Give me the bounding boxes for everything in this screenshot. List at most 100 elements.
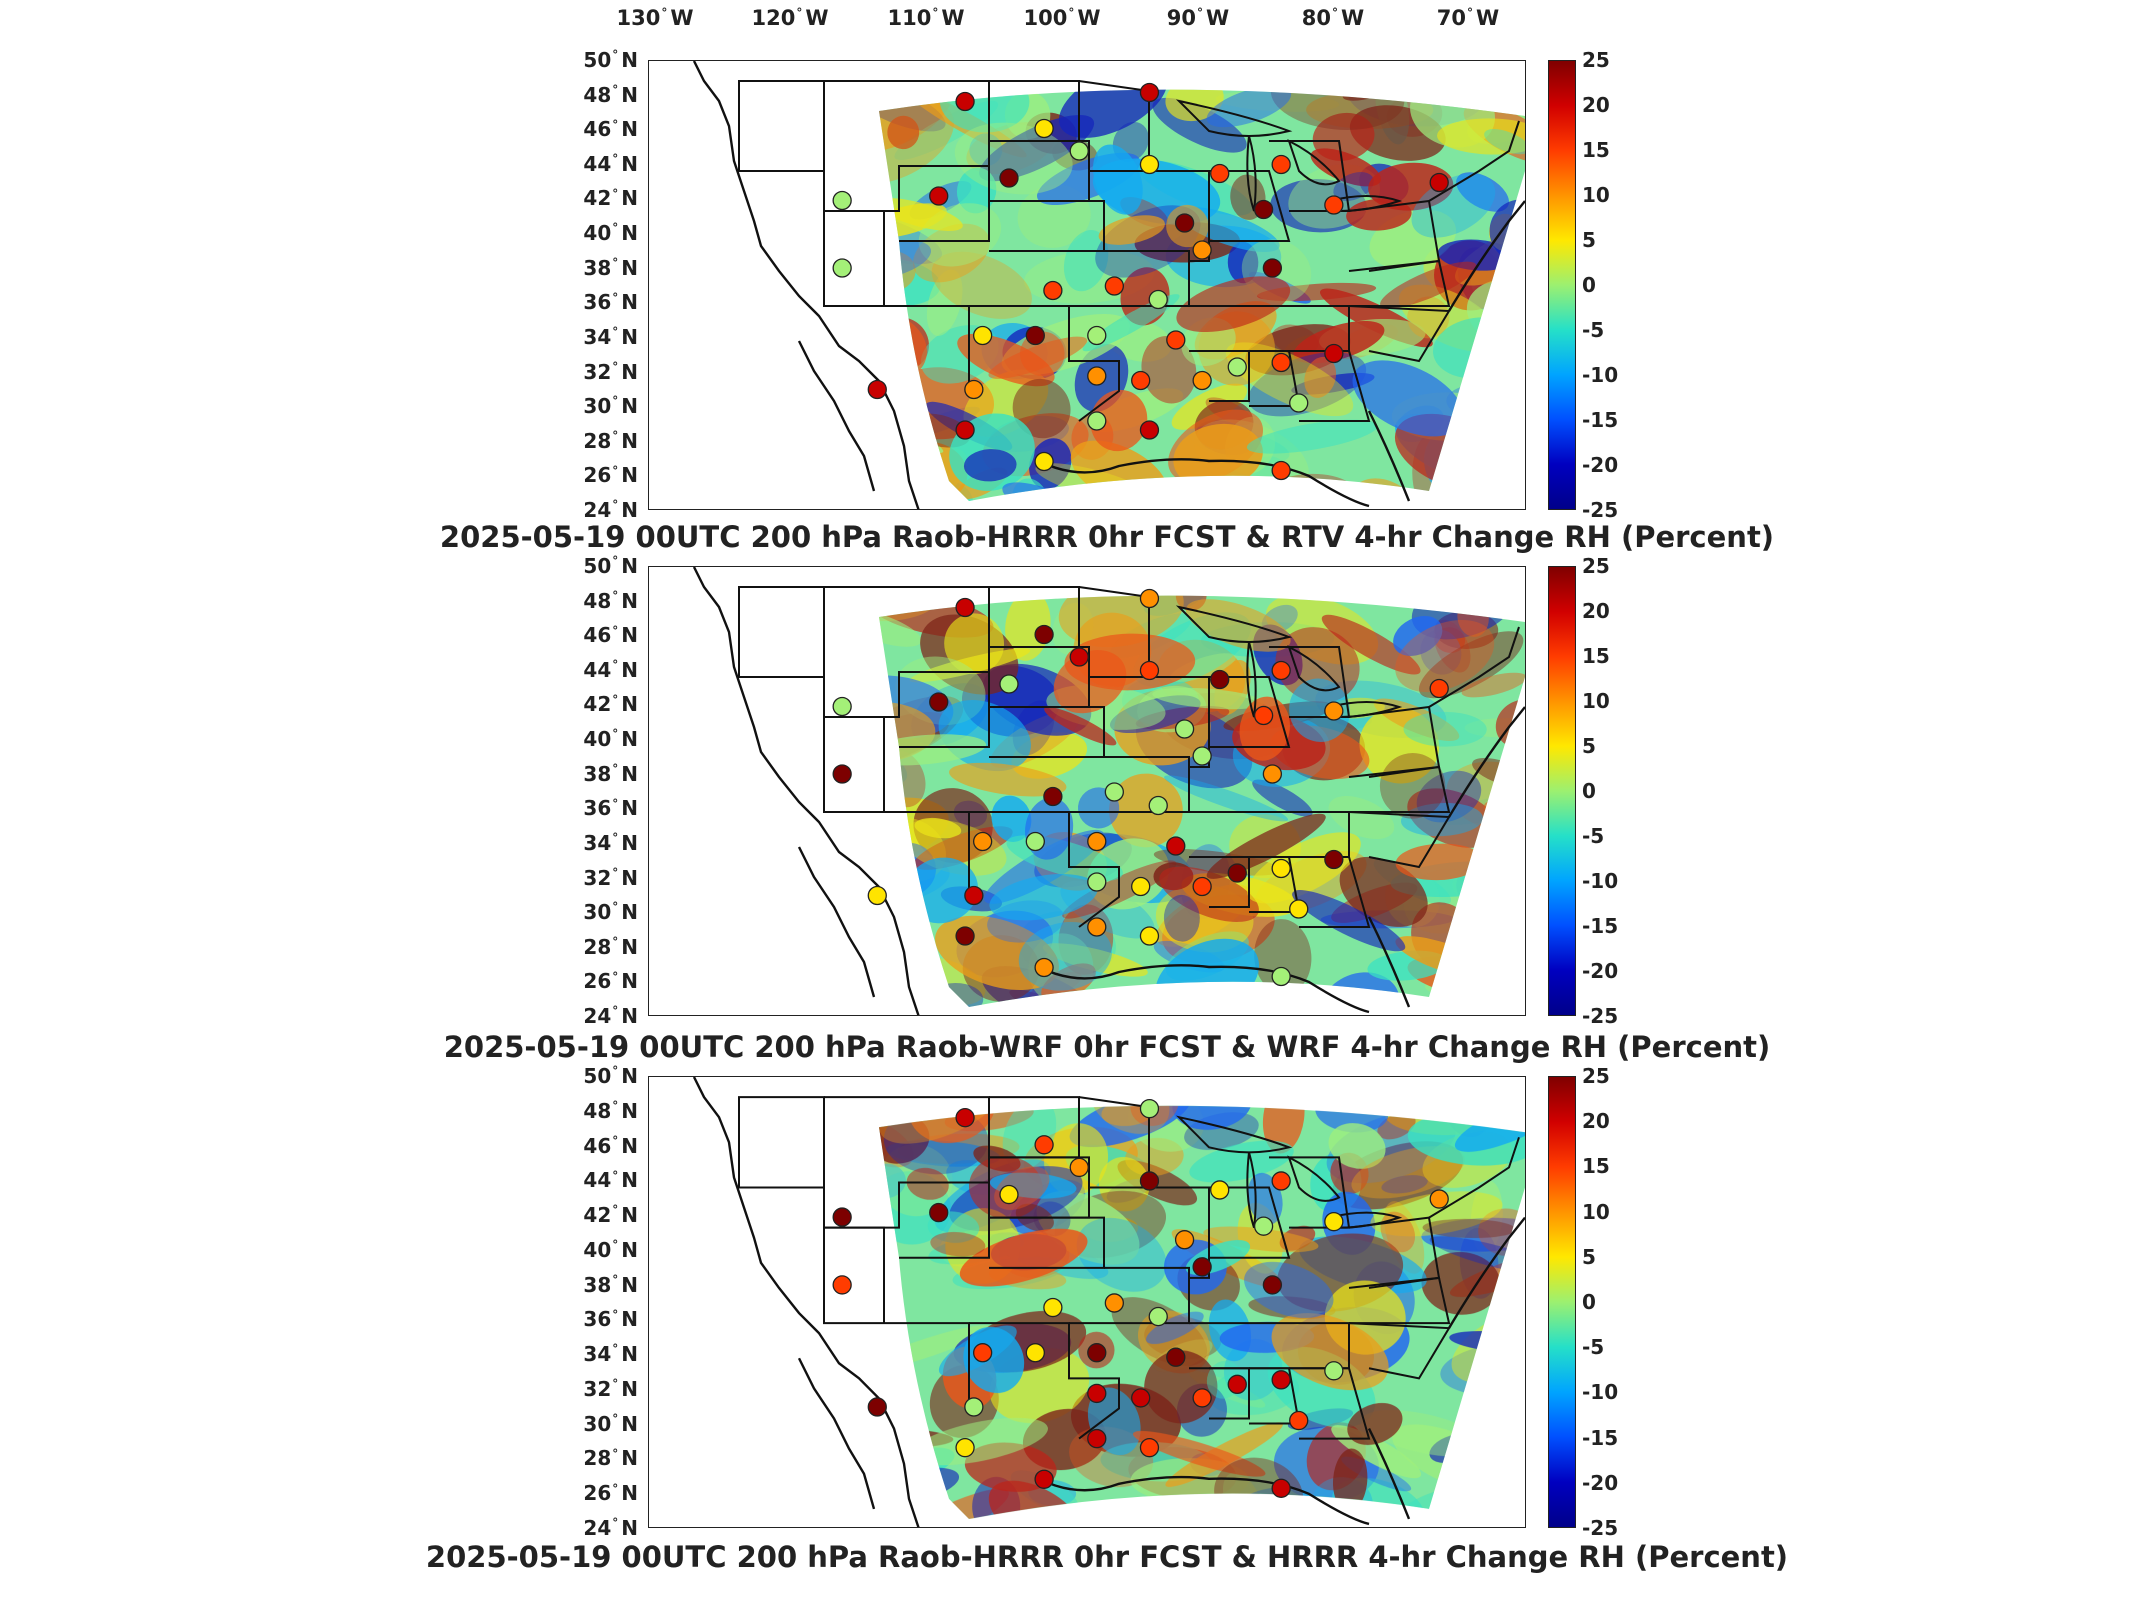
rh-field-patch [1206, 813, 1326, 879]
rh-field-patch [1042, 943, 1148, 977]
raob-station-marker [867, 379, 887, 400]
rh-field-patch [1275, 994, 1360, 1008]
raob-station-marker [1087, 1383, 1107, 1404]
rh-field-patch [1487, 1466, 1525, 1519]
latitude-label: 48° N [583, 1098, 638, 1123]
rh-field-patch [1172, 1105, 1252, 1130]
rh-field-patch [879, 1476, 947, 1519]
raob-station-marker [832, 696, 852, 717]
raob-station-marker [1253, 199, 1274, 220]
raob-station-marker [1087, 366, 1107, 386]
raob-station-marker [832, 764, 852, 784]
latitude-label: 42° N [583, 1203, 638, 1228]
rh-field-patch [1403, 711, 1487, 747]
rh-field-patch [1098, 215, 1165, 245]
rh-field-patch [1463, 466, 1525, 502]
rh-field-patch [1063, 230, 1109, 292]
latitude-label: 46° N [583, 117, 638, 142]
colorbar-tick-label: -25 [1582, 1516, 1619, 1540]
rh-field-patch [1225, 342, 1354, 417]
raob-station-marker [1271, 858, 1291, 879]
rh-field-patch [1328, 1123, 1386, 1169]
raob-station-marker [1289, 899, 1309, 919]
latitude-label: 40° N [583, 727, 638, 752]
latitude-label: 40° N [583, 1237, 638, 1262]
raob-station-marker [929, 1202, 949, 1223]
latitude-label: 36° N [583, 796, 638, 821]
raob-station-marker [1034, 451, 1054, 472]
latitude-label: 30° N [583, 900, 638, 925]
raob-station-marker [1025, 325, 1045, 346]
raob-station-marker [1139, 1171, 1160, 1191]
raob-station-marker [1192, 1257, 1212, 1277]
colorbar-tick-label: -25 [1582, 498, 1619, 522]
latitude-label: 34° N [583, 830, 638, 855]
raob-station-marker [1034, 1469, 1054, 1489]
rh-field-patch [1393, 616, 1443, 656]
raob-station-marker [1034, 1135, 1054, 1155]
colorbar-tick-label: 20 [1582, 93, 1610, 117]
rh-field-patch [1206, 89, 1292, 128]
rh-field-patch [1173, 423, 1263, 489]
rh-field-patch [956, 167, 997, 214]
rh-field-patch [957, 333, 1055, 387]
rh-field-patch [1044, 706, 1117, 746]
rh-field-patch [914, 817, 962, 839]
colorbar-tick-label: -15 [1582, 914, 1619, 938]
rh-field-patch [879, 1483, 943, 1519]
rh-map-panel [648, 566, 1526, 1016]
raob-station-marker [1174, 1230, 1195, 1250]
raob-station-marker [1139, 420, 1160, 440]
colorbar-tick-label: -20 [1582, 959, 1619, 983]
raob-station-marker [1289, 393, 1309, 413]
longitude-label: 70° W [1436, 6, 1500, 30]
rh-field-patch [1433, 619, 1471, 673]
rh-field-patch [1002, 482, 1082, 502]
rh-field-patch [1293, 320, 1385, 364]
colorbar-tick-label: 0 [1582, 273, 1596, 297]
map-canvas [692, 1077, 1525, 1527]
latitude-label: 34° N [583, 1342, 638, 1367]
latitude-label: 24° N [583, 1004, 638, 1028]
rh-map-panel [648, 60, 1526, 510]
rh-field-patch [926, 269, 963, 336]
coastline [692, 61, 1525, 509]
rh-field-patch [1270, 89, 1405, 130]
rh-field-patch [1461, 672, 1525, 698]
colorbar-tick-label: 15 [1582, 1154, 1610, 1179]
colorbar-tick-label: 10 [1582, 183, 1610, 207]
raob-station-marker [1174, 213, 1195, 233]
raob-station-marker [867, 1397, 887, 1417]
raob-station-marker [964, 1397, 984, 1417]
raob-station-marker [964, 379, 984, 400]
rh-field-patch [1215, 91, 1340, 112]
rh-field-patch [1489, 452, 1525, 487]
latitude-label: 30° N [583, 394, 638, 419]
raob-station-marker [964, 885, 984, 906]
raob-station-marker [1324, 1361, 1344, 1381]
raob-station-marker [1043, 1297, 1063, 1318]
rh-field-patch [1176, 276, 1291, 333]
colorbar-tick-label: 0 [1582, 779, 1596, 803]
raob-station-marker [1034, 957, 1054, 978]
raob-station-marker [1271, 966, 1291, 987]
raob-station-marker [1227, 357, 1247, 377]
raob-station-marker [1324, 195, 1344, 215]
rh-field-patch [879, 978, 928, 1008]
raob-station-marker [1104, 782, 1124, 802]
rh-field-patch [964, 1442, 1057, 1492]
rh-field-patch [1120, 990, 1244, 1008]
latitude-label: 44° N [583, 151, 638, 176]
rh-field-patch [1271, 1500, 1327, 1519]
rh-field-patch [1189, 483, 1259, 502]
colorbar-tick-label: 10 [1582, 1199, 1610, 1224]
raob-station-marker [1324, 1211, 1344, 1232]
raob-station-marker [955, 1107, 975, 1128]
raob-station-marker [1069, 1157, 1089, 1178]
rh-field-patch [879, 939, 931, 984]
latitude-label: 42° N [583, 692, 638, 717]
rh-field-patch [1111, 1297, 1208, 1367]
raob-station-marker [1131, 876, 1151, 897]
great-lake-outline [1246, 135, 1257, 212]
panel-title: 2025-05-19 00UTC 200 hPa Raob-HRRR 0hr F… [425, 1540, 1789, 1574]
